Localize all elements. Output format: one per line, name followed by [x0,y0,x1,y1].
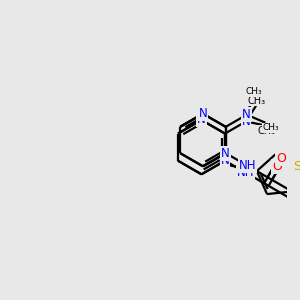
Text: CH₃: CH₃ [245,87,262,96]
Text: CH₃: CH₃ [262,123,279,132]
Text: N: N [242,108,251,121]
Text: NH: NH [237,166,254,179]
Text: NH: NH [239,159,256,172]
Text: N: N [242,115,250,128]
Text: S: S [293,160,300,173]
Text: CH₃: CH₃ [247,96,266,106]
Text: O: O [272,160,282,172]
Text: N: N [221,147,230,160]
Text: O: O [276,152,286,165]
Text: N: N [220,154,230,167]
Text: N: N [199,107,207,120]
Text: N: N [197,113,206,127]
Text: CH₃: CH₃ [257,126,275,136]
